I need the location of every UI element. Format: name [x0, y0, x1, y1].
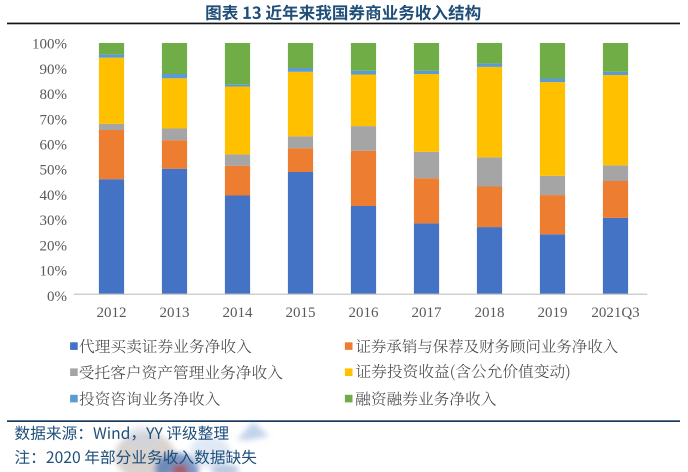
svg-text:0%: 0% — [47, 289, 67, 305]
svg-text:20%: 20% — [40, 238, 68, 254]
svg-text:2014: 2014 — [223, 305, 254, 321]
svg-text:100%: 100% — [32, 37, 67, 53]
svg-text:2016: 2016 — [349, 305, 380, 321]
svg-text:40%: 40% — [40, 188, 68, 204]
svg-text:2019: 2019 — [538, 305, 568, 321]
svg-text:2013: 2013 — [160, 305, 190, 321]
svg-text:70%: 70% — [40, 112, 68, 128]
svg-text:80%: 80% — [40, 87, 68, 103]
svg-text:10%: 10% — [40, 264, 68, 280]
svg-text:50%: 50% — [40, 163, 68, 179]
svg-text:2018: 2018 — [475, 305, 505, 321]
svg-text:60%: 60% — [40, 138, 68, 154]
svg-text:30%: 30% — [40, 213, 68, 229]
svg-text:2021Q3: 2021Q3 — [591, 305, 639, 321]
svg-text:90%: 90% — [40, 62, 68, 78]
svg-text:2017: 2017 — [412, 305, 443, 321]
svg-text:2015: 2015 — [286, 305, 316, 321]
svg-text:2012: 2012 — [97, 305, 127, 321]
